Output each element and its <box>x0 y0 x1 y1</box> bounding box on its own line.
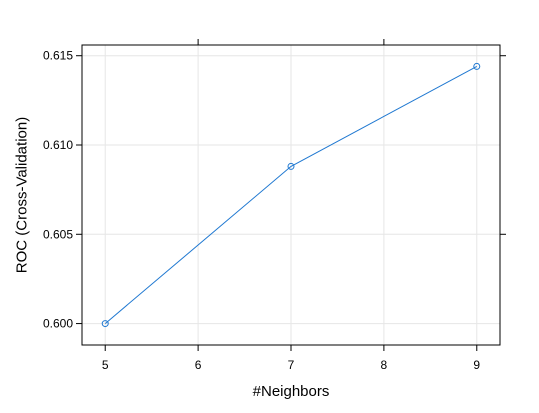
x-tick-label-0: 5 <box>102 358 109 372</box>
grid-layer <box>82 45 500 345</box>
series-layer <box>101 62 481 328</box>
series-line-0 <box>104 65 478 324</box>
ticks-layer: 5 6 7 8 9 0.600 0.605 0.610 0.615 <box>43 39 506 372</box>
y-tick-label-1: 0.605 <box>43 227 73 241</box>
x-tick-label-3: 8 <box>381 358 388 372</box>
y-tick-label-0: 0.600 <box>43 317 73 331</box>
y-tick-label-2: 0.610 <box>43 138 73 152</box>
data-point-0 <box>101 320 109 328</box>
x-tick-label-1: 6 <box>195 358 202 372</box>
x-tick-label-2: 7 <box>288 358 295 372</box>
x-tick-label-4: 9 <box>473 358 480 372</box>
data-point-2 <box>473 62 481 70</box>
y-tick-label-3: 0.615 <box>43 49 73 63</box>
y-axis-title: ROC (Cross-Validation) <box>13 117 30 273</box>
data-point-1 <box>287 162 295 170</box>
x-axis-title: #Neighbors <box>253 383 330 400</box>
